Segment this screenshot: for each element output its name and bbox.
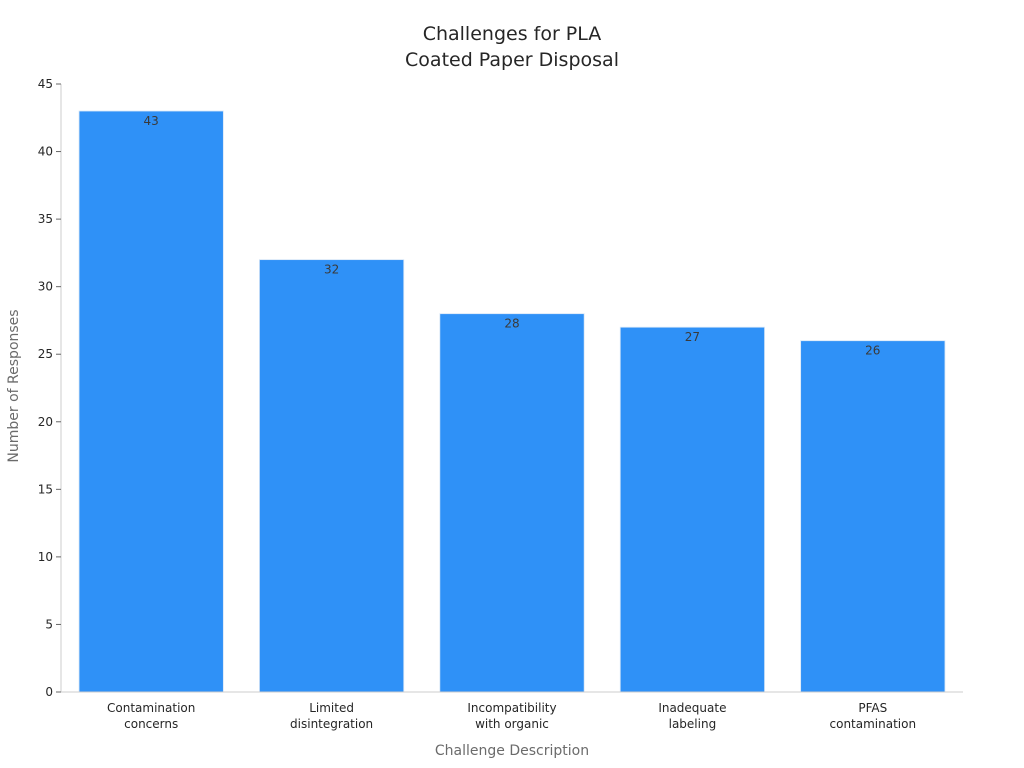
y-tick-label-7: 35 — [38, 212, 53, 226]
x-tick-label-3-0: Inadequate — [658, 701, 726, 715]
y-tick-label-4: 20 — [38, 415, 53, 429]
bar-value-label-1: 32 — [324, 263, 339, 277]
bar-0 — [78, 110, 224, 693]
x-tick-label-0-1: concerns — [124, 717, 178, 731]
x-tick-label-1-0: Limited — [309, 701, 354, 715]
bars-group: 43 32 28 27 26 — [78, 110, 946, 693]
y-tick-label-0: 0 — [45, 685, 53, 699]
bar-value-label-4: 26 — [865, 344, 880, 358]
y-tick-label-2: 10 — [38, 550, 53, 564]
bar-4 — [800, 340, 946, 693]
x-tick-label-1-1: disintegration — [290, 717, 373, 731]
x-tick-label-2-0: Incompatibility — [467, 701, 556, 715]
x-axis: Contamination concerns Limited disintegrati… — [61, 691, 963, 731]
x-tick-label-0-0: Contamination — [107, 701, 195, 715]
y-axis-title: Number of Responses — [6, 309, 22, 462]
x-axis-title: Challenge Description — [435, 743, 589, 759]
bar-value-label-0: 43 — [144, 114, 159, 128]
x-tick-label-2-1: with organic — [475, 717, 549, 731]
x-tick-label-4-1: contamination — [830, 717, 917, 731]
bar-value-label-3: 27 — [685, 330, 700, 344]
y-tick-label-1: 5 — [45, 617, 53, 631]
chart-title-line-2: Coated Paper Disposal — [405, 49, 619, 71]
y-tick-label-5: 25 — [38, 347, 53, 361]
y-axis: 0 5 10 15 20 25 30 35 40 45 — [38, 77, 62, 699]
chart-title-line-1: Challenges for PLA — [423, 23, 602, 45]
x-tick-label-3-1: labeling — [669, 717, 717, 731]
bar-2 — [439, 313, 585, 693]
bar-1 — [259, 259, 405, 693]
x-tick-label-4-0: PFAS — [858, 701, 887, 715]
y-tick-label-8: 40 — [38, 145, 53, 159]
y-tick-label-3: 15 — [38, 482, 53, 496]
bar-3 — [619, 326, 765, 693]
y-tick-label-6: 30 — [38, 280, 53, 294]
y-tick-label-9: 45 — [38, 77, 53, 91]
bar-value-label-2: 28 — [504, 317, 519, 331]
